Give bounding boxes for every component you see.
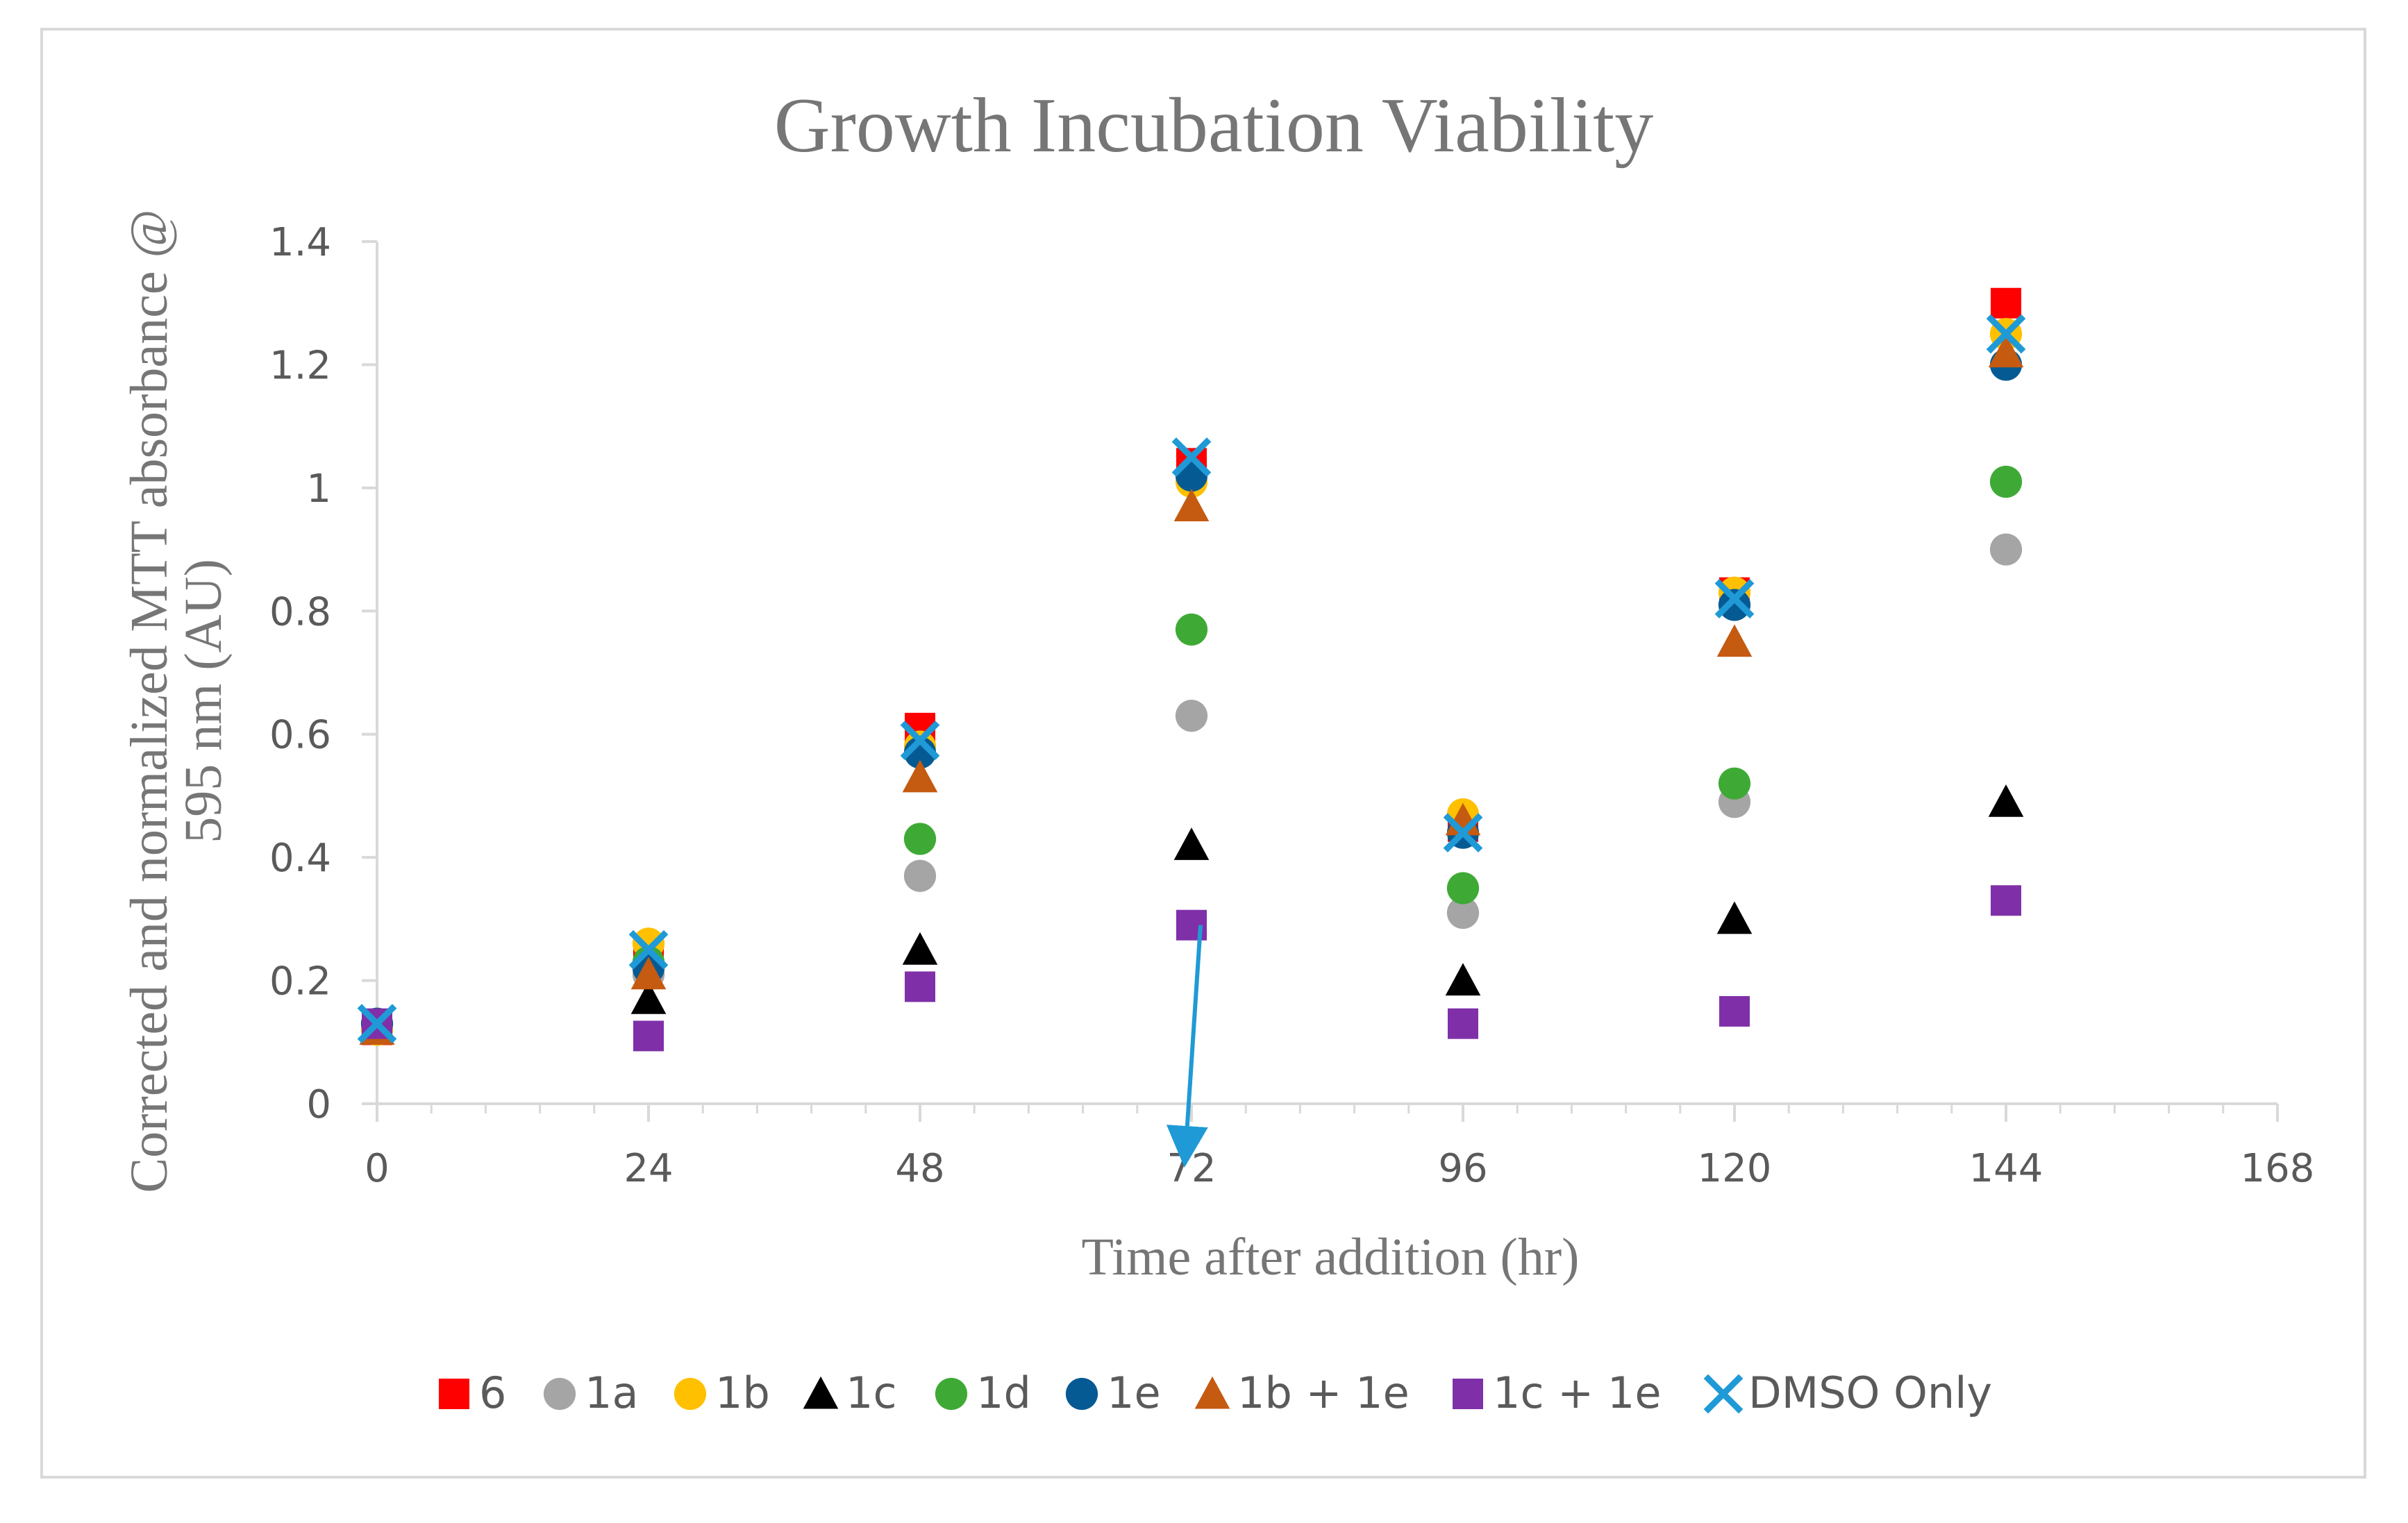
legend-label-dmso-only: DMSO Only	[1748, 1368, 1992, 1418]
legend-marker-1b	[674, 1377, 707, 1411]
tick-labels: 0 24 48 72 96 120 144 168 0 0.2 0.4 0.6 0.8 1 1.2 1.4	[269, 220, 2315, 1191]
point-1a	[1175, 700, 1208, 732]
chart-frame	[40, 28, 2366, 1479]
annotation-arrow	[1166, 925, 1208, 1168]
legend-label-1e: 1e	[1107, 1368, 1161, 1418]
point-1c-1e	[1719, 995, 1750, 1027]
legend-marker-1a	[543, 1377, 576, 1411]
point-1e	[1718, 589, 1751, 621]
point-1d	[1175, 613, 1208, 646]
point-dmso-only	[357, 1004, 397, 1044]
legend-label-1b: 1b	[715, 1368, 770, 1418]
arrow-annotation	[1166, 925, 1208, 1168]
y-tick-label: 0.8	[269, 589, 331, 634]
axes	[362, 240, 2279, 1122]
x-tick-label: 48	[895, 1146, 944, 1191]
point-1a	[903, 859, 937, 892]
point-1c-1e	[1176, 909, 1207, 941]
point-dmso-only	[628, 929, 669, 970]
point-1c-1e	[633, 1020, 664, 1052]
point-1c-1e	[1991, 885, 2021, 916]
point-1a	[1989, 533, 2023, 566]
legend: 6 1a 1b 1c 1d 1e 1b + 1e 1c + 1e DMSO Only	[439, 1368, 1992, 1418]
point-dmso-only	[900, 721, 940, 760]
x-tick-label: 24	[624, 1146, 673, 1191]
y-tick-label: 1.4	[269, 220, 331, 265]
point-dmso-only	[1443, 813, 1483, 853]
x-tick-label: 72	[1167, 1146, 1216, 1191]
legend-label-1a: 1a	[585, 1368, 638, 1418]
point-1b-1e	[1173, 489, 1210, 521]
legend-label-1b-1e: 1b + 1e	[1237, 1368, 1410, 1418]
y-tick-label: 1.2	[269, 343, 331, 388]
point-1c	[630, 981, 667, 1014]
chart-title: Growth Incubation Viability	[774, 83, 1654, 169]
y-axis-title-line2: 595 nm (AU)	[174, 559, 233, 843]
point-1c	[902, 932, 938, 965]
x-tick-label: 0	[365, 1146, 390, 1191]
point-1c-1e	[905, 971, 935, 1002]
legend-marker-dmso-only	[1703, 1374, 1744, 1414]
point-1b-1e	[630, 957, 667, 990]
legend-label-1d: 1d	[976, 1368, 1031, 1418]
legend-marker-1c	[803, 1376, 839, 1409]
x-tick-label: 144	[1969, 1146, 2043, 1191]
y-tick-label: 0.6	[269, 713, 331, 758]
legend-label-6: 6	[479, 1368, 506, 1418]
point-1d	[1446, 872, 1480, 904]
point-1b-1e	[1716, 624, 1753, 657]
y-tick-label: 1	[306, 466, 331, 512]
y-tick-label: 0.2	[269, 959, 331, 1004]
point-1d	[1718, 767, 1751, 800]
x-tick-label: 96	[1438, 1146, 1487, 1191]
point-1d	[903, 823, 937, 855]
y-tick-label: 0.4	[269, 836, 331, 881]
point-1b-1e	[1988, 335, 2024, 368]
legend-marker-1c-1e	[1453, 1379, 1483, 1409]
x-tick-label: 168	[2241, 1146, 2315, 1191]
legend-marker-1e	[1065, 1377, 1098, 1411]
point-1c	[1988, 784, 2024, 817]
point-1c	[1716, 901, 1753, 934]
legend-marker-1b-1e	[1194, 1376, 1230, 1409]
point-dmso-only	[1986, 314, 2026, 354]
data-points	[357, 287, 2026, 1052]
point-1c	[1445, 963, 1481, 996]
x-tick-label: 120	[1698, 1146, 1772, 1191]
legend-label-1c-1e: 1c + 1e	[1493, 1368, 1662, 1418]
point-1c-1e	[1448, 1008, 1478, 1039]
legend-label-1c: 1c	[846, 1368, 897, 1418]
point-1c	[1173, 827, 1210, 860]
point-6	[1991, 287, 2021, 319]
point-1b-1e	[902, 759, 938, 793]
y-tick-label: 0	[306, 1082, 331, 1127]
point-1d	[1989, 465, 2023, 498]
point-1a	[1446, 896, 1480, 929]
x-axis-title: Time after addition (hr)	[1082, 1228, 1580, 1286]
legend-marker-1d	[935, 1377, 968, 1411]
point-dmso-only	[1714, 579, 1755, 619]
point-dmso-only	[1171, 437, 1212, 477]
y-axis-title-line1: Corrected and normalized MTT absorbance …	[120, 209, 178, 1193]
legend-marker-6	[439, 1379, 469, 1409]
